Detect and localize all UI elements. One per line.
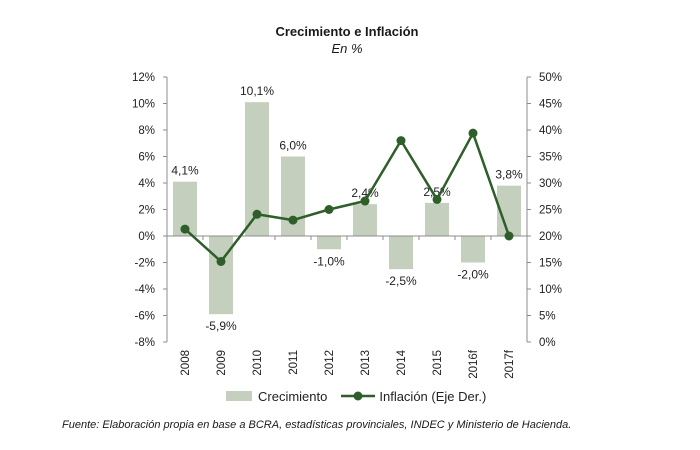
category-label: 2008 <box>180 350 192 376</box>
legend-line-swatch <box>341 391 376 401</box>
bar <box>461 236 485 263</box>
right-tick-label: 10% <box>539 284 562 296</box>
left-tick-label: 6% <box>138 152 155 164</box>
bar <box>389 236 413 270</box>
inflation-point <box>252 209 262 219</box>
right-tick-label: 25% <box>539 205 562 217</box>
left-tick-label: -4% <box>135 284 155 296</box>
bar-data-label: 4,1% <box>171 164 199 178</box>
bar <box>317 236 341 250</box>
bar-data-label: -2,5% <box>385 274 417 288</box>
category-label: 2013 <box>360 350 372 376</box>
legend-bar-swatch <box>226 391 252 401</box>
inflation-point <box>360 196 370 206</box>
category-label: 2012 <box>324 350 336 376</box>
inflation-point <box>468 128 478 138</box>
right-tick-label: 35% <box>539 152 562 164</box>
bar-data-label: 3,8% <box>495 168 523 182</box>
left-tick-label: 4% <box>138 178 155 190</box>
legend-label-inflacion: Inflación (Eje Der.) <box>379 388 487 404</box>
bar-data-label: -5,9% <box>205 319 237 333</box>
legend: Crecimiento Inflación (Eje Der.) <box>226 387 500 405</box>
inflation-point <box>396 136 406 146</box>
category-label: 2016f <box>468 349 480 379</box>
left-tick-label: 12% <box>132 72 155 84</box>
category-label: 2011 <box>288 350 300 375</box>
bar <box>209 236 233 315</box>
category-label: 2015 <box>432 350 444 376</box>
right-tick-label: 30% <box>539 178 562 190</box>
inflation-point <box>180 224 190 234</box>
right-tick-label: 50% <box>539 72 562 84</box>
legend-item-crecimiento: Crecimiento <box>226 389 327 404</box>
left-tick-label: 2% <box>138 205 155 217</box>
category-label: 2009 <box>216 350 228 376</box>
bar-data-label: -2,0% <box>457 268 489 282</box>
left-tick-label: -2% <box>135 258 155 270</box>
bar-data-label: -1,0% <box>313 254 345 268</box>
inflation-point <box>504 231 514 241</box>
bar-data-label: 6,0% <box>279 139 307 153</box>
right-tick-label: 20% <box>539 231 562 243</box>
right-tick-label: 45% <box>539 99 562 111</box>
chart-subtitle: En % <box>331 41 363 56</box>
source-note: Fuente: Elaboración propia en base a BCR… <box>62 419 572 431</box>
inflation-point <box>432 194 442 204</box>
inflation-point <box>288 215 298 225</box>
bar <box>353 204 377 236</box>
left-tick-label: -8% <box>135 337 155 349</box>
category-label: 2014 <box>396 349 408 375</box>
left-tick-label: 8% <box>138 125 155 137</box>
bar-data-label: 10,1% <box>240 84 274 98</box>
right-tick-label: 15% <box>539 258 562 270</box>
right-tick-label: 5% <box>539 311 556 323</box>
right-tick-label: 40% <box>539 125 562 137</box>
legend-item-inflacion: Inflación (Eje Der.) <box>341 389 486 404</box>
inflation-point <box>324 205 334 214</box>
right-tick-label: 0% <box>539 337 556 349</box>
bar <box>425 202 449 236</box>
chart-title: Crecimiento e Inflación <box>275 24 419 39</box>
legend-label-crecimiento: Crecimiento <box>258 388 328 404</box>
inflation-line <box>184 131 511 263</box>
left-tick-label: 0% <box>138 231 155 243</box>
left-tick-label: 10% <box>132 99 155 111</box>
left-tick-label: -6% <box>135 311 155 323</box>
inflation-point <box>216 256 226 266</box>
category-label: 2010 <box>252 350 264 376</box>
category-label: 2017f <box>504 349 516 379</box>
